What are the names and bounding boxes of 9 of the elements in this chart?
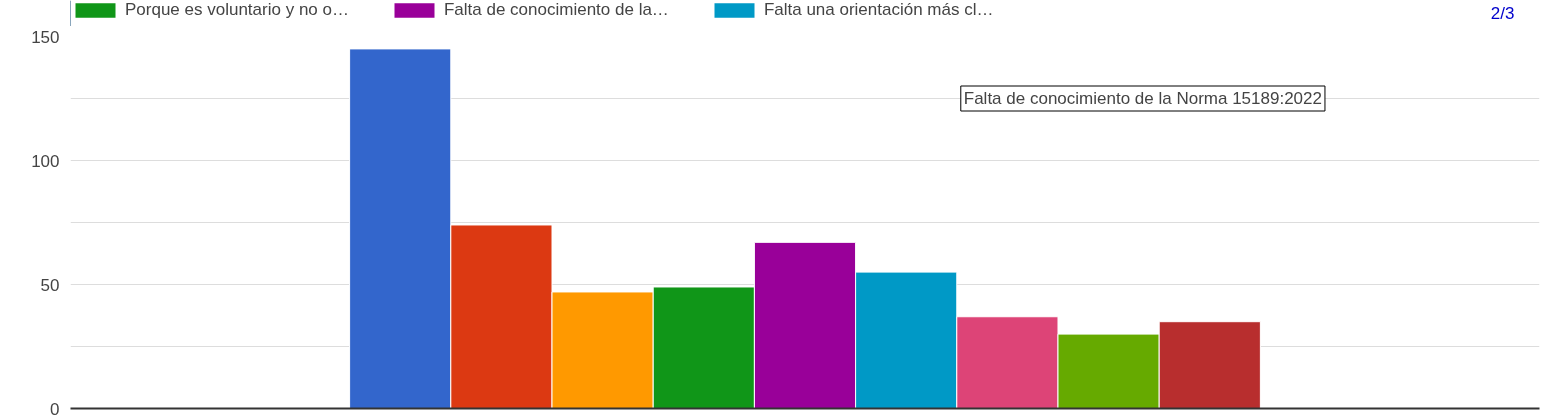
y-tick-label: 150 xyxy=(31,27,60,47)
legend-label: Porque es voluntario y no o… xyxy=(125,0,349,20)
annotation: Falta de conocimiento de la Norma 15189:2022 xyxy=(963,89,1322,108)
y-tick-label: 50 xyxy=(40,275,60,295)
legend-label: Falta de conocimiento de la… xyxy=(443,0,669,20)
y-tick-label: 100 xyxy=(31,151,60,171)
y-tick-label: 0 xyxy=(50,399,60,416)
text: 2/3 xyxy=(1490,4,1515,23)
legend-label: Falta una orientación más cl… xyxy=(763,0,994,20)
